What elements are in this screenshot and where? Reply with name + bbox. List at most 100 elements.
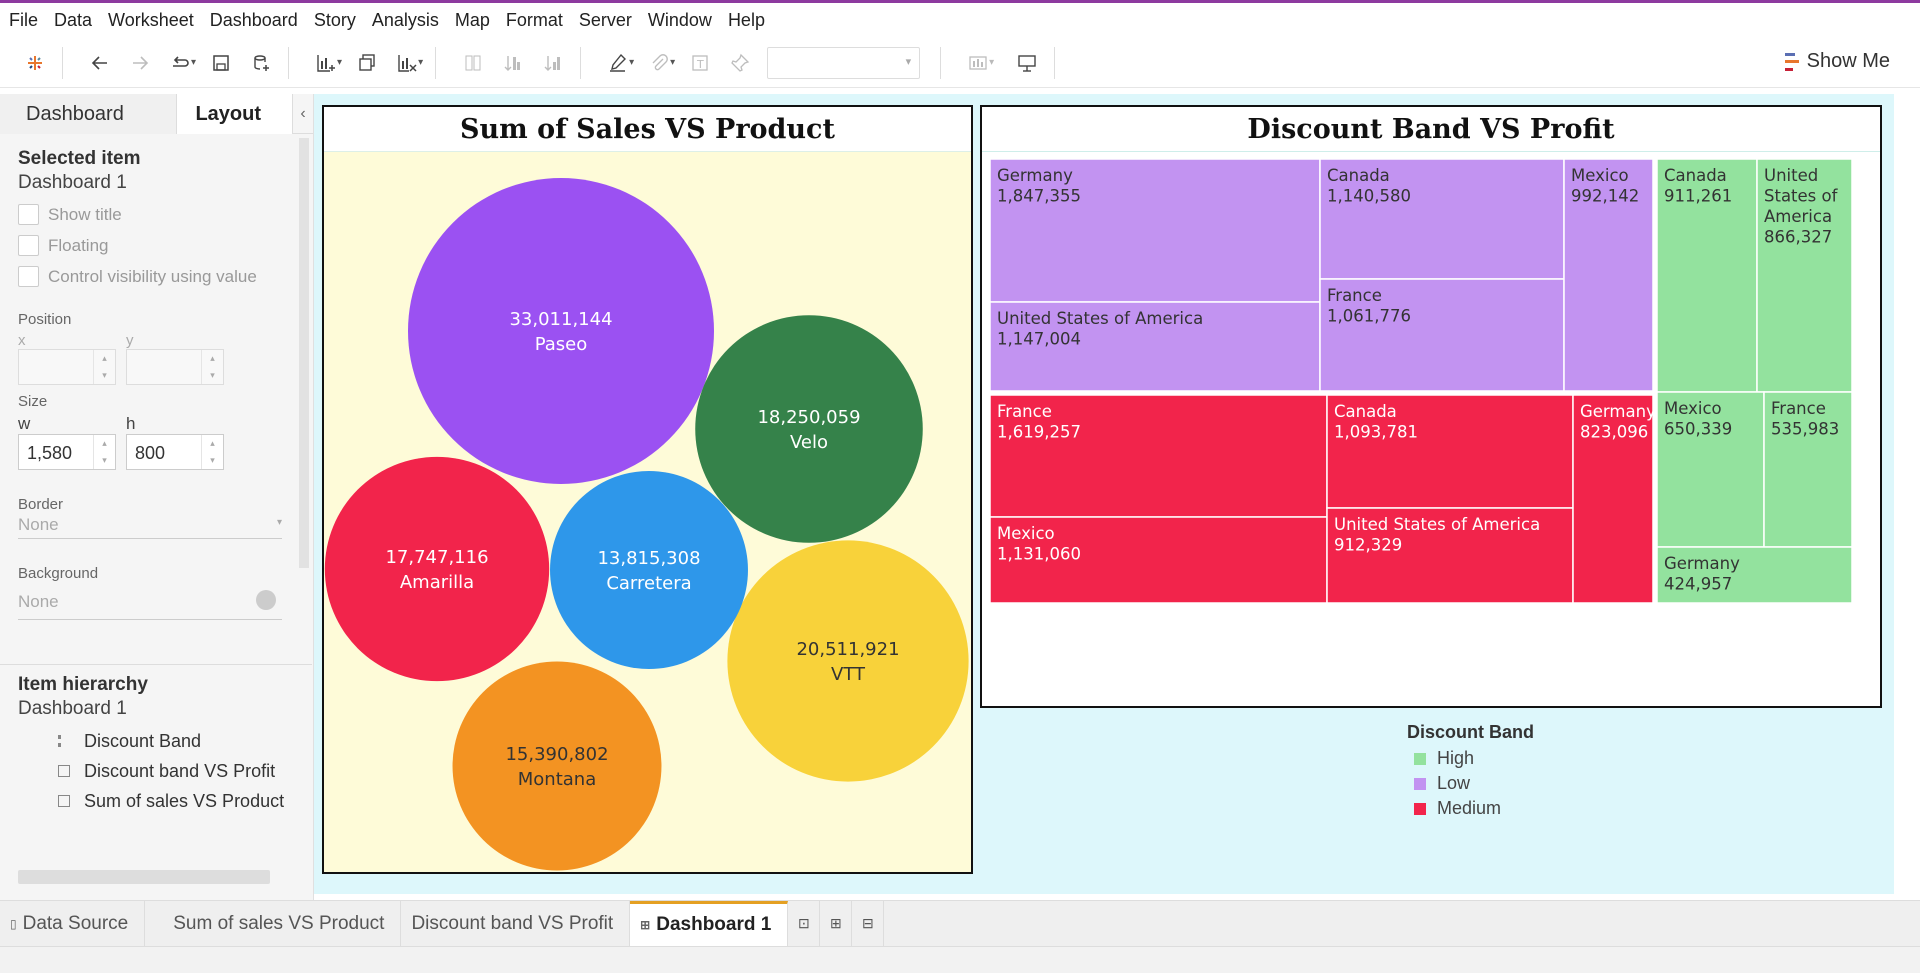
hierarchy-item-discount-band-vs-profit[interactable]: Discount band VS Profit [0,756,312,786]
menu-window[interactable]: Window [647,9,712,30]
floating-checkbox[interactable]: Floating [0,235,313,256]
treemap-cell-high-france[interactable] [1763,391,1853,548]
replay-dropdown-icon[interactable]: ▾ [191,57,197,68]
new-datasource-icon[interactable] [246,48,276,78]
hierarchy-item-sum-of-sales-vs-product[interactable]: Sum of sales VS Product [0,786,312,816]
treemap-cell-high-mexico[interactable] [1656,391,1765,548]
menu-dashboard[interactable]: Dashboard [209,9,298,30]
color-swatch-icon[interactable] [256,590,276,610]
tab-dashboard[interactable]: Dashboard [0,94,178,134]
x-stepper-icon[interactable]: ▴ ▾ [93,350,115,384]
datasource-icon: ▯ [10,916,17,931]
menu-help[interactable]: Help [727,9,765,30]
menu-analysis[interactable]: Analysis [371,9,439,30]
bubble-montana[interactable] [452,661,662,871]
clear-sheet-dropdown-icon[interactable]: ▾ [418,57,424,68]
menu-story[interactable]: Story [313,9,356,30]
treemap-cell-medium-canada[interactable] [1326,394,1574,509]
panel-horizontal-scrollbar[interactable] [18,870,270,884]
menu-format[interactable]: Format [505,9,563,30]
treemap-cell-low-canada[interactable] [1319,158,1565,280]
menu-worksheet[interactable]: Worksheet [108,9,194,30]
height-input[interactable]: 800 ▴ ▾ [126,434,224,470]
panel-vertical-scrollbar[interactable] [299,138,309,568]
group-icon[interactable] [644,48,674,78]
group-dropdown-icon[interactable]: ▾ [670,57,676,68]
save-icon[interactable] [206,48,236,78]
show-cards-dropdown-icon[interactable]: ▾ [989,57,995,68]
discount-band-worksheet[interactable]: Discount Band VS Profit Germany 1,847,355… [980,105,1882,708]
undo-icon[interactable] [85,48,115,78]
show-me-button[interactable]: Show Me [1784,50,1890,73]
treemap-cell-high-canada[interactable] [1656,158,1758,393]
highlight-icon[interactable] [603,48,633,78]
legend-item-low[interactable]: Low [1407,771,1534,796]
show-title-checkbox[interactable]: Show title [0,204,313,225]
legend-item-high[interactable]: High [1407,746,1534,771]
treemap-cell-low-mexico[interactable] [1563,158,1654,392]
hierarchy-item-discount-band[interactable]: Discount Band [0,726,312,756]
sort-descending-icon[interactable] [538,48,568,78]
discount-band-legend[interactable]: Discount Band High Low Medium [1407,722,1534,821]
pin-icon[interactable] [725,48,755,78]
treemap-cell-low-united-states-of-america[interactable] [989,301,1321,392]
new-story-tab-icon[interactable]: ⊟ [852,901,885,946]
bubble-paseo[interactable] [408,178,714,484]
hierarchy-root[interactable]: Dashboard 1 [18,698,127,719]
treemap-cell-medium-germany[interactable] [1572,394,1654,604]
width-stepper-icon[interactable]: ▴ ▾ [93,435,115,469]
presentation-icon[interactable] [1012,48,1042,78]
background-select[interactable]: None [18,590,282,620]
redo-icon[interactable] [125,48,155,78]
fit-dropdown[interactable] [767,46,921,79]
treemap-cell-medium-mexico[interactable] [989,516,1328,604]
height-stepper-icon[interactable]: ▴ ▾ [201,435,223,469]
border-select[interactable]: None ▾ [18,513,282,539]
x-position-input[interactable]: ▴ ▾ [18,349,116,385]
label-icon[interactable]: T [685,48,715,78]
duplicate-icon[interactable] [352,48,382,78]
replay-icon[interactable] [165,48,195,78]
show-cards-icon[interactable] [963,48,993,78]
width-input[interactable]: 1,580 ▴ ▾ [18,434,116,470]
menu-server[interactable]: Server [578,9,632,30]
treemap-value-label: 992,142 [1571,187,1639,206]
tab-layout[interactable]: Layout [177,94,294,134]
new-worksheet-icon[interactable] [311,48,341,78]
legend-item-medium[interactable]: Medium [1407,796,1534,821]
tab-dashboard-1[interactable]: ⊞ Dashboard 1 [630,901,789,946]
treemap-cell-high-united-states-of-america[interactable] [1756,158,1853,393]
tab-data-source[interactable]: ▯ Data Source [0,901,146,946]
bubble-vtt[interactable] [727,540,969,782]
sum-of-sales-worksheet[interactable]: Sum of Sales VS Product 33,011,144 Paseo 2… [322,105,973,874]
new-dashboard-tab-icon[interactable]: ⊞ [820,901,853,946]
highlight-dropdown-icon[interactable]: ▾ [629,57,635,68]
floating-label: Floating [48,235,109,255]
y-position-input[interactable]: ▴ ▾ [126,349,224,385]
treemap-cell-medium-united-states-of-america[interactable] [1326,507,1574,604]
new-worksheet-tab-icon[interactable]: ⊡ [788,901,821,946]
bubble-name-label: VTT [831,664,866,685]
bubble-velo[interactable] [695,315,923,543]
sort-ascending-icon[interactable] [498,48,528,78]
control-visibility-checkbox[interactable]: Control visibility using value [0,266,313,287]
treemap-cell-low-france[interactable] [1319,278,1565,392]
y-stepper-icon[interactable]: ▴ ▾ [201,350,223,384]
bubble-name-label: Paseo [535,334,588,355]
clear-sheet-icon[interactable] [392,48,422,78]
bubble-chart-title: Sum of Sales VS Product [324,107,971,152]
treemap-cell-medium-france[interactable] [989,394,1328,518]
collapse-panel-icon[interactable]: ‹ [300,104,306,122]
swap-icon[interactable] [458,48,488,78]
new-worksheet-dropdown-icon[interactable]: ▾ [337,57,343,68]
menu-data[interactable]: Data [54,9,93,30]
bubble-carretera[interactable] [550,471,748,669]
treemap-cell-low-germany[interactable] [989,158,1321,303]
tableau-logo-icon[interactable] [20,48,50,78]
menu-file[interactable]: File [9,9,39,30]
bubble-amarilla[interactable] [324,456,550,682]
treemap-cell-high-germany[interactable] [1656,546,1853,604]
menu-map[interactable]: Map [454,9,490,30]
tab-discount-band-vs-profit[interactable]: Discount band VS Profit [401,901,631,946]
tab-sum-of-sales-vs-product[interactable]: Sum of sales VS Product [145,901,402,946]
